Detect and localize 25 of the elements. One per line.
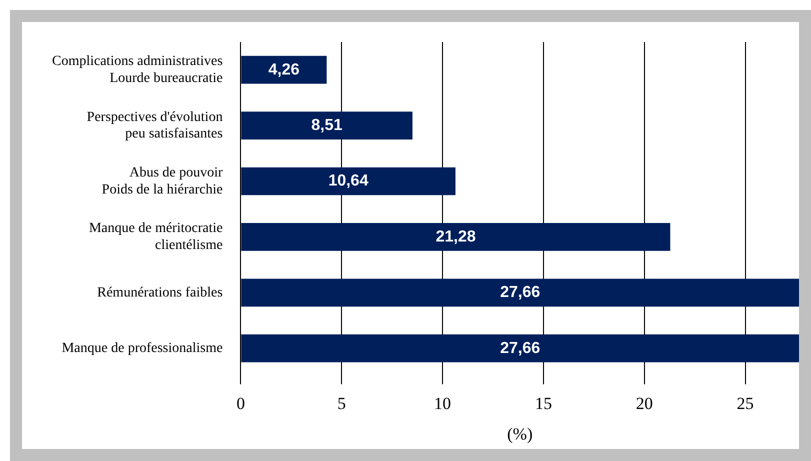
x-tick-label: 0 [236, 394, 245, 413]
y-tick-label: Complications administratives Lourde bureaucratie [52, 54, 223, 86]
bar [241, 56, 327, 84]
y-tick-label: Rémunérations faibles [97, 285, 223, 300]
data-label: 8,51 [311, 116, 343, 134]
bar [241, 112, 412, 140]
y-tick-label: Manque de méritocratie clientélisme [88, 221, 223, 254]
data-label: 4,26 [268, 61, 300, 78]
data-label: 27,66 [500, 284, 540, 302]
data-label: 27,66 [500, 340, 540, 357]
x-tick-label: 5 [337, 394, 346, 413]
y-tick-label: Manque de professionalisme [62, 341, 223, 356]
data-label: 10,64 [328, 172, 368, 190]
x-tick-label: 10 [434, 394, 452, 413]
x-tick-label: 25 [736, 394, 754, 413]
data-label: 21,28 [436, 228, 476, 246]
bar [241, 278, 799, 307]
bar [241, 167, 456, 196]
y-tick-label: Perspectives d'évolution peu satisfaisantes [86, 110, 223, 142]
x-tick-label: 15 [534, 394, 552, 413]
x-tick-label: 20 [636, 394, 653, 413]
x-axis-title: (%) [507, 424, 533, 444]
y-tick-label: Abus de pouvoir Poids de la hiérarchie [102, 166, 224, 198]
bar [241, 334, 799, 362]
bar [241, 223, 670, 251]
